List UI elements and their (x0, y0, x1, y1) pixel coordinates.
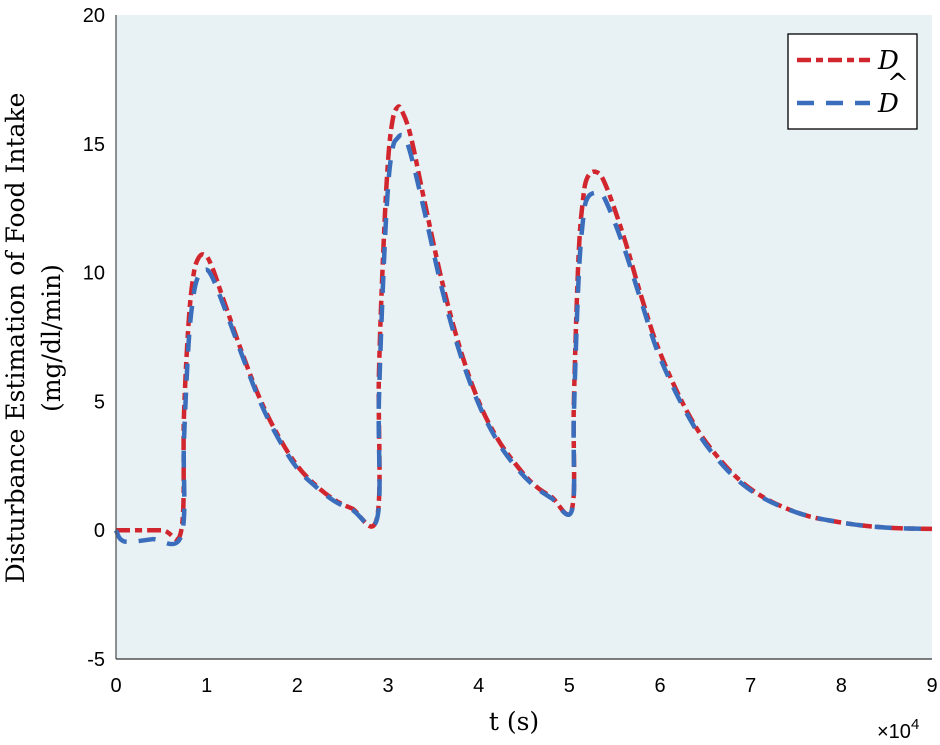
x-tick-label: 6 (654, 675, 665, 697)
y-tick-labels: -5 0 5 10 15 20 (83, 5, 105, 671)
y-tick-label: 5 (94, 391, 105, 413)
legend-box (787, 33, 918, 130)
y-tick-label: 0 (94, 520, 105, 542)
y-tick-label: 20 (83, 5, 105, 27)
x-tick-label: 9 (926, 675, 937, 697)
x-tick-label: 1 (201, 675, 212, 697)
x-tick-label: 0 (110, 675, 121, 697)
legend: D D ^ (787, 33, 918, 130)
legend-label-d-hat: D (877, 89, 899, 119)
x-tick-label: 5 (564, 675, 575, 697)
x-tick-label: 8 (836, 675, 847, 697)
x-axis-title: t (s) (489, 707, 539, 736)
x-multiplier: ×104 (877, 716, 919, 743)
y-axis-title-line2: (mg/dl/min) (37, 264, 66, 412)
y-tick-label: 15 (83, 134, 105, 156)
x-tick-label: 7 (745, 675, 756, 697)
series-layer (113, 104, 933, 547)
x-tick-labels: 0 1 2 3 4 5 6 7 8 9 (110, 675, 937, 697)
x-tick-label: 2 (292, 675, 303, 697)
series-d-line (115, 104, 933, 542)
y-tick-label: 10 (83, 263, 105, 285)
y-tick-label: -5 (87, 649, 105, 671)
y-axis-title-line1: Disturbance Estimation of Food Intake (1, 93, 30, 584)
legend-label-d: D (877, 46, 899, 76)
legend-hat-accent: ^ (887, 69, 909, 99)
y-axis-title: Disturbance Estimation of Food Intake (m… (1, 93, 66, 584)
x-tick-label: 3 (382, 675, 393, 697)
x-tick-label: 4 (473, 675, 484, 697)
